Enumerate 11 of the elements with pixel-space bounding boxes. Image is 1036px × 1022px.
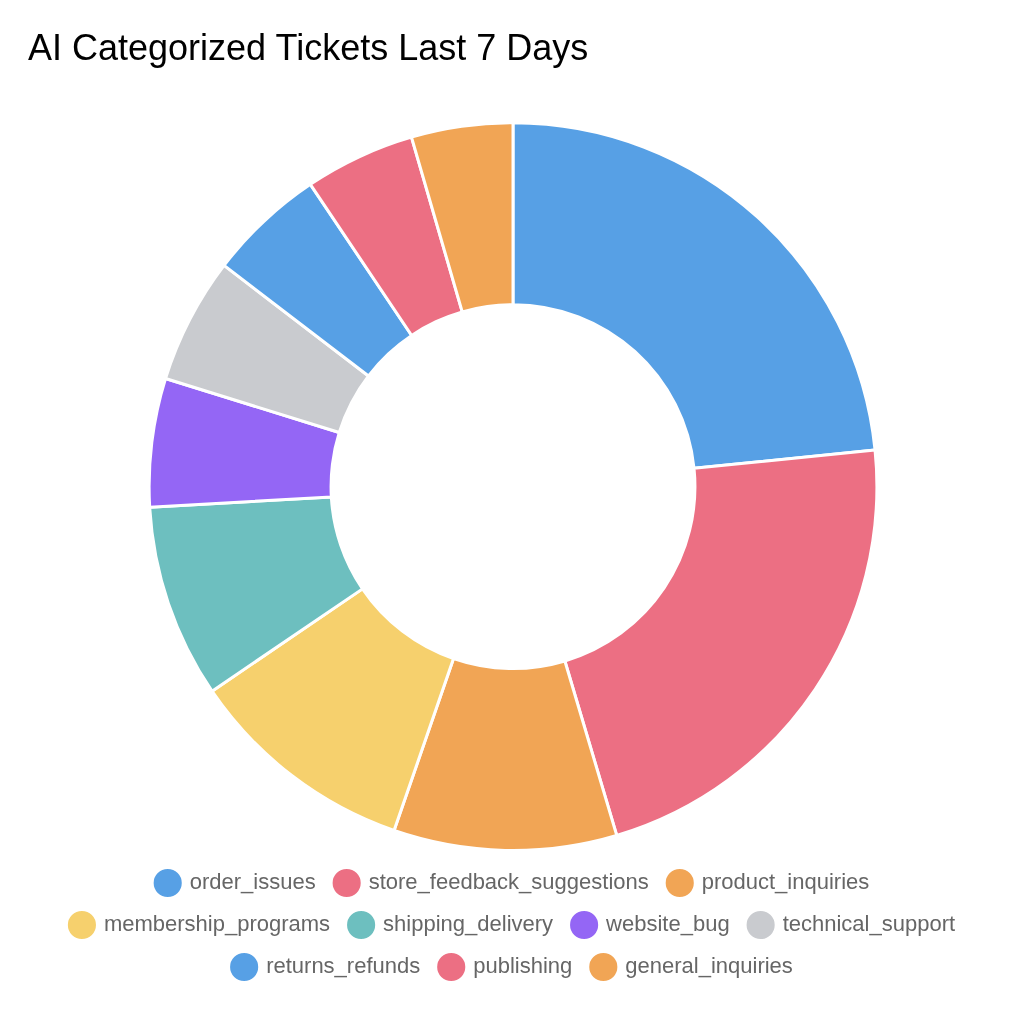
legend-label: technical_support — [782, 911, 956, 937]
chart-title: AI Categorized Tickets Last 7 Days — [28, 26, 589, 68]
legend-label: shipping_delivery — [383, 911, 554, 937]
legend-label: store_feedback_suggestions — [368, 869, 649, 895]
legend-label: membership_programs — [103, 911, 331, 937]
legend-label: product_inquiries — [701, 869, 870, 895]
legend-label: publishing — [473, 953, 573, 979]
legend-label: order_issues — [189, 869, 316, 895]
legend-label: general_inquiries — [625, 953, 793, 979]
legend-label: website_bug — [605, 911, 730, 937]
legend-label: returns_refunds — [266, 953, 421, 979]
